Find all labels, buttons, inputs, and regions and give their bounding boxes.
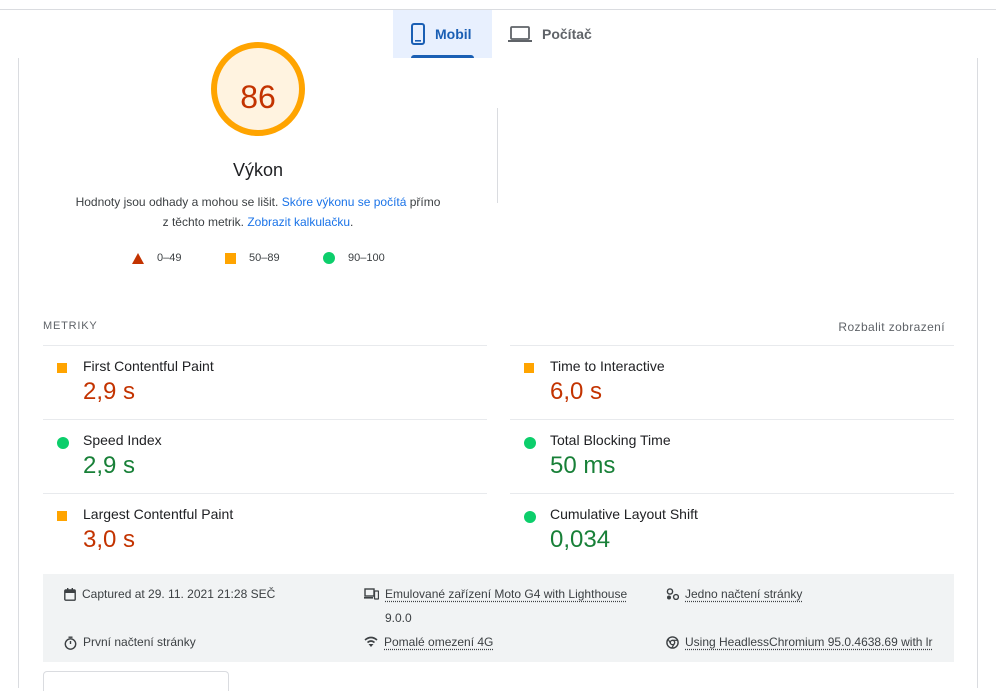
- metrics-heading: METRIKY: [43, 320, 98, 332]
- tab-desktop-label: Počítač: [542, 26, 592, 42]
- metric-value: 50 ms: [550, 452, 616, 479]
- metric-value: 2,9 s: [83, 452, 136, 479]
- expand-view-toggle[interactable]: Rozbalit zobrazení: [838, 320, 945, 334]
- signal-icon: [364, 636, 378, 647]
- calculator-link[interactable]: Zobrazit kalkulačku: [247, 215, 351, 229]
- calendar-icon: [64, 588, 76, 601]
- score-description: Hodnoty jsou odhady a mohou se lišit. Sk…: [75, 195, 441, 229]
- smartphone-icon: [411, 23, 425, 45]
- metric-tbt: Total Blocking Time 50 ms: [510, 419, 954, 493]
- score-calc-link[interactable]: Skóre výkonu se počítá: [281, 195, 407, 209]
- performance-score: 86: [240, 79, 276, 115]
- vertical-divider: [497, 108, 498, 203]
- metric-tti: Time to Interactive 6,0 s: [510, 345, 954, 419]
- metric-value: 0,034: [550, 526, 611, 553]
- metric-fcp: First Contentful Paint 2,9 s: [43, 345, 487, 419]
- tab-mobile-label: Mobil: [435, 26, 472, 42]
- performance-title: Výkon: [232, 160, 284, 180]
- metric-lcp: Largest Contentful Paint 3,0 s: [43, 493, 487, 567]
- legend-pass: 90–100: [323, 252, 385, 264]
- average-square-icon: [524, 363, 534, 373]
- session-info: Jedno načtení stránky: [666, 582, 802, 606]
- chrome-icon: [666, 636, 679, 649]
- pass-circle-icon: [323, 252, 335, 264]
- legend-fail: 0–49: [132, 252, 181, 264]
- active-tab-indicator: [411, 55, 474, 58]
- metric-speed-index: Speed Index 2,9 s: [43, 419, 487, 493]
- results-card: 86 Výkon Hodnoty jsou odhady a mohou se …: [18, 42, 978, 691]
- average-square-icon: [57, 363, 67, 373]
- top-divider: [0, 9, 996, 10]
- fail-triangle-icon: [132, 252, 144, 264]
- run-info-panel: Captured at 29. 11. 2021 21:28 SEČ Emulo…: [43, 574, 954, 662]
- metric-value: 6,0 s: [550, 378, 603, 405]
- average-square-icon: [57, 511, 67, 521]
- devices-icon: [364, 588, 379, 600]
- captured-info: Captured at 29. 11. 2021 21:28 SEČ: [64, 582, 275, 606]
- laptop-icon: [508, 25, 532, 43]
- average-square-icon: [225, 252, 236, 264]
- tab-mobile[interactable]: Mobil: [393, 10, 492, 58]
- pass-circle-icon: [524, 437, 536, 449]
- metric-value: 2,9 s: [83, 378, 136, 405]
- next-section-edge: [43, 671, 229, 691]
- pass-circle-icon: [57, 437, 69, 449]
- metric-value: 3,0 s: [83, 526, 136, 553]
- browser-info: Using HeadlessChromium 95.0.4638.69 with…: [666, 630, 932, 654]
- timer-icon: [64, 636, 77, 650]
- throttling-info: Pomalé omezení 4G: [364, 630, 493, 654]
- session-icon: [666, 588, 679, 600]
- metric-cls: Cumulative Layout Shift 0,034: [510, 493, 954, 567]
- load-info: První načtení stránky: [64, 630, 196, 654]
- legend-average: 50–89: [225, 252, 280, 264]
- score-gauge: [211, 42, 305, 136]
- pass-circle-icon: [524, 511, 536, 523]
- device-info: Emulované zařízení Moto G4 with Lighthou…: [364, 582, 627, 630]
- tab-desktop[interactable]: Počítač: [500, 10, 596, 58]
